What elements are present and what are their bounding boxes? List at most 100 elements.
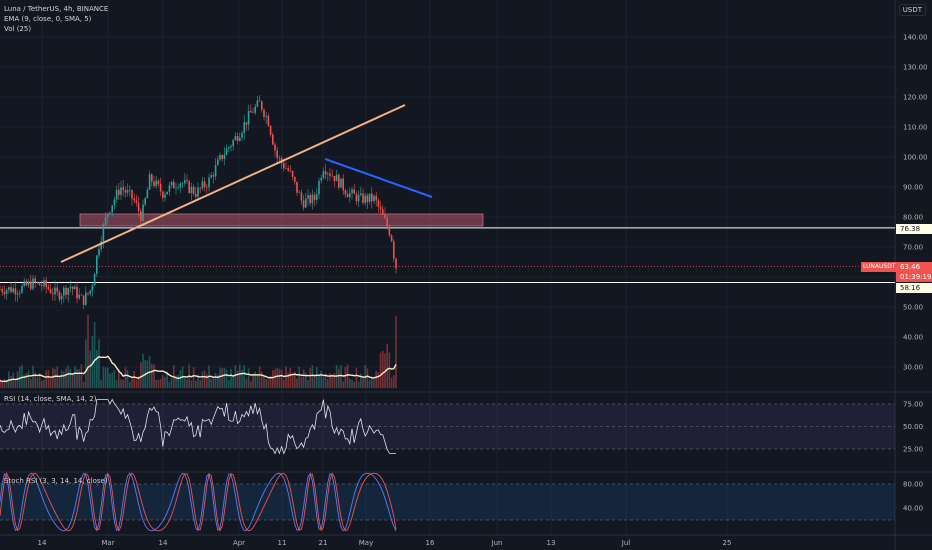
volume-bar [296,378,298,388]
price-tick-label: 90.00 [903,184,923,192]
candle-body [221,155,223,159]
time-tick-label: 21 [319,539,328,547]
volume-bar [318,374,320,388]
candle-body [393,241,395,259]
volume-bar [195,380,197,388]
countdown-timer: 01:39:19 [900,273,932,281]
rsi-tick-label: 75.00 [903,401,923,409]
candle-body [186,180,188,182]
candle-body [93,273,96,286]
support-zone-rect [79,213,484,227]
volume-bar [338,368,340,388]
candle-body [239,137,241,141]
volume-bar [170,377,173,388]
candle-body [32,278,34,289]
volume-bar [43,379,45,388]
candle-body [175,187,177,189]
volume-bar [346,364,349,388]
volume-bar [331,374,333,388]
candle-body [384,214,386,219]
candle-body [278,157,281,159]
volume-bar [280,369,283,388]
candle-body [190,186,193,193]
time-tick-label: 14 [159,539,168,547]
volume-bar [206,374,208,388]
candle-body [379,206,382,210]
volume-bar [252,375,254,388]
volume-bar [146,360,149,388]
candle-body [208,177,210,188]
upper-level-tag: 76.38 [896,224,932,234]
stoch-legend[interactable]: Stoch RSI (3, 3, 14, 14, close) [4,477,108,485]
volume-ma-polyline [0,355,397,383]
main-legend: Luna / TetherUS, 4h, BINANCE EMA (9, clo… [4,4,108,34]
volume-bar [309,367,311,388]
volume-bar [333,373,336,388]
volume-bar [307,380,309,388]
volume-bar [355,367,358,388]
candle-body [212,175,215,177]
candle-body [168,185,171,192]
rsi-tick-label: 25.00 [903,446,923,454]
candle-body [344,190,347,195]
candle-body [126,190,129,193]
time-tick-label: 14 [38,539,47,547]
candle-body [331,175,333,177]
rsi-legend[interactable]: RSI (14, close, SMA, 14, 2) [4,395,97,403]
candle-body [366,195,369,203]
time-tick-label: Jun [491,539,503,547]
candle-body [294,176,296,182]
candle-body [80,294,83,296]
candle-body [283,163,285,169]
time-tick-label: Jul [621,539,631,547]
ema-label[interactable]: EMA (9, close, 0, SMA, 5) [4,15,92,23]
price-tick-label: 40.00 [903,334,923,342]
volume-bar [104,367,107,388]
volume-label[interactable]: Vol (25) [4,25,32,33]
volume-bar [278,368,281,388]
candle-body [296,181,298,193]
volume-bar [267,379,270,388]
volume-bar [140,362,142,388]
volume-bar [120,379,122,388]
volume-bar [349,378,351,388]
volume-bar [203,370,206,388]
volume-bar [201,371,204,388]
candle-body [173,181,175,189]
volume-bar [93,322,96,388]
ascending-trendline [60,104,406,263]
volume-bar [142,353,144,388]
lower-level-tag: 58.16 [896,283,932,293]
volume-bar [340,365,342,388]
volume-bar [327,378,329,388]
volume-bar [177,374,179,388]
candle-body [375,195,377,201]
volume-bar [58,375,61,388]
volume-bar [10,376,12,388]
volume-bar [96,349,98,388]
candle-body [104,216,107,225]
candle-body [287,168,289,171]
volume-bar [322,377,325,388]
volume-bar [89,350,91,388]
volume-bar [19,366,21,388]
volume-bar [362,376,364,388]
candle-body [21,285,23,293]
candle-body [217,159,219,166]
symbol-label[interactable]: Luna / TetherUS, 4h, BINANCE [4,5,109,13]
volume-bar [371,376,373,388]
candle-body [390,235,393,242]
volume-bar [100,379,102,388]
candle-body [82,295,85,305]
price-tick-label: 30.00 [903,364,923,372]
volume-bar [74,366,76,388]
price-tick-label: 80.00 [903,214,923,222]
candle-body [324,171,327,175]
candle-body [342,178,344,191]
candle-body [320,177,322,181]
volume-bar [210,378,212,388]
descending-trendline [324,158,433,198]
volume-bar [166,371,168,388]
currency-badge[interactable]: USDT [898,4,926,16]
